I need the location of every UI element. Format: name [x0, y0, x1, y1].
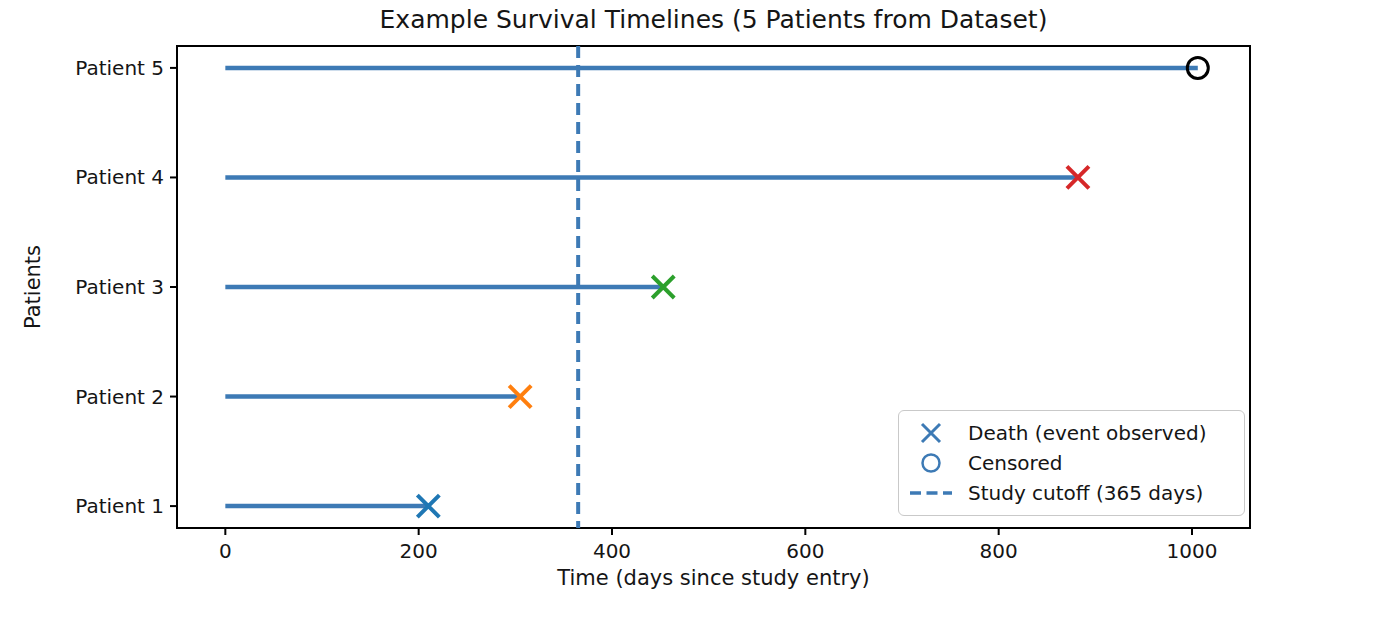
y-tick-label: Patient 4 [75, 165, 164, 189]
legend-label-cutoff: Study cutoff (365 days) [968, 481, 1203, 505]
survival-timelines-figure: Example Survival Timelines (5 Patients f… [0, 0, 1374, 634]
y-tick-label: Patient 1 [75, 494, 164, 518]
plot-area: 0 200 400 600 800 1000 Patient 1 Patient 2 Patie… [0, 0, 1374, 634]
death-x-icon [909, 418, 953, 448]
y-tick-label: Patient 3 [75, 275, 164, 299]
legend-label-censored: Censored [968, 451, 1062, 475]
cutoff-dashed-line-icon [909, 478, 953, 508]
x-tick-label: 200 [400, 539, 438, 563]
legend-item-censored: Censored [909, 448, 1234, 478]
legend-item-death: Death (event observed) [909, 418, 1234, 448]
x-axis-label: Time (days since study entry) [177, 566, 1250, 590]
x-tick-label: 600 [786, 539, 824, 563]
censored-circle-icon [909, 448, 953, 478]
x-tick-label: 400 [593, 539, 631, 563]
x-tick-label: 800 [980, 539, 1018, 563]
x-tick-label: 1000 [1167, 539, 1218, 563]
y-tick-label: Patient 2 [75, 385, 164, 409]
x-tick-label: 0 [219, 539, 232, 563]
y-axis-label: Patients [21, 245, 45, 329]
legend-label-death: Death (event observed) [968, 421, 1206, 445]
legend-item-cutoff: Study cutoff (365 days) [909, 478, 1234, 508]
legend: Death (event observed) Censored Study cu… [898, 410, 1245, 516]
y-tick-label: Patient 5 [75, 56, 164, 80]
